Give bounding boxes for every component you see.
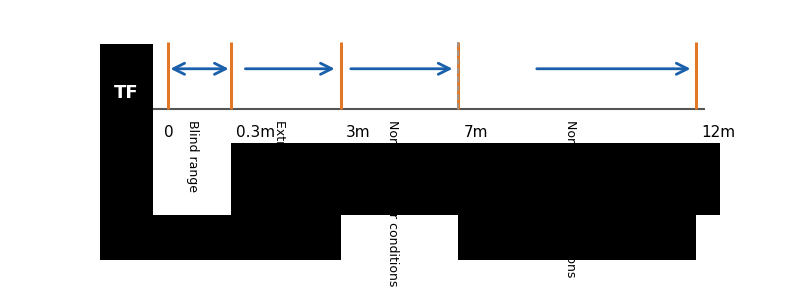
Text: TF: TF [114, 84, 138, 102]
Text: Normal outdoor conditions: Normal outdoor conditions [386, 121, 399, 287]
Text: 3m: 3m [346, 125, 370, 140]
Bar [697, 143, 720, 215]
Text: 12m: 12m [702, 125, 735, 140]
Text: Normal indoor conditions: Normal indoor conditions [565, 121, 578, 278]
Text: 7m: 7m [463, 125, 488, 140]
Text: Blind range: Blind range [186, 121, 199, 192]
Text: 0.3m: 0.3m [237, 125, 275, 140]
Text: 0: 0 [165, 125, 174, 140]
Bar [100, 143, 153, 260]
Bar [153, 215, 231, 260]
Bar [231, 143, 341, 260]
Bar [341, 143, 458, 215]
Bar [100, 44, 153, 143]
Text: Extreme conditions: Extreme conditions [273, 121, 286, 241]
Bar [458, 143, 697, 260]
